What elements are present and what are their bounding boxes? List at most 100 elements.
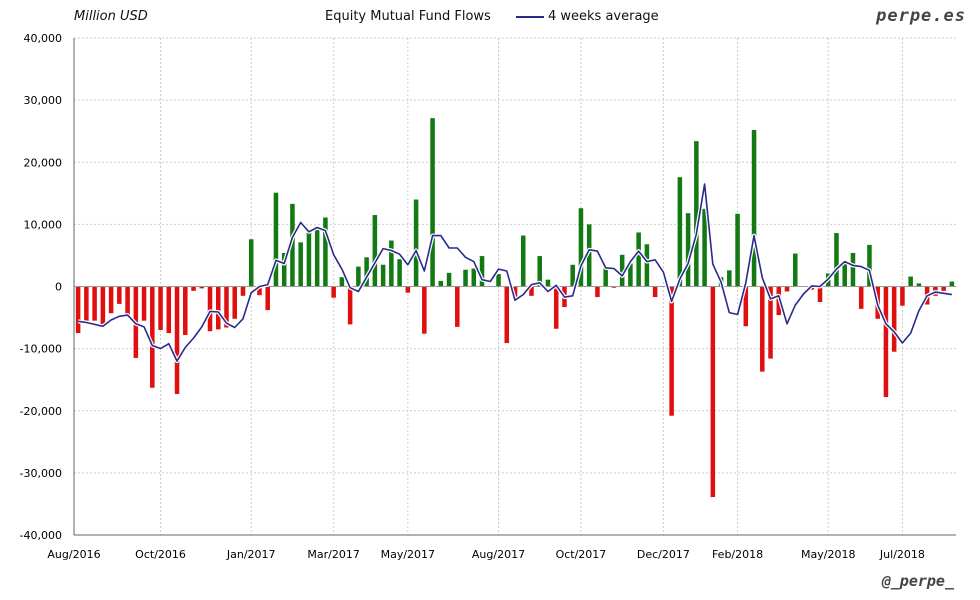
flow-bar — [248, 239, 254, 287]
flow-bar — [240, 286, 246, 296]
y-tick-label: -30,000 — [20, 467, 62, 480]
flow-bar — [710, 286, 716, 498]
legend-label: 4 weeks average — [548, 9, 659, 24]
flow-bar — [298, 242, 303, 287]
flow-bar — [553, 286, 559, 329]
brand-watermark: perpe.es — [876, 6, 966, 26]
flow-bar — [570, 264, 575, 287]
flow-bar — [339, 277, 345, 287]
x-tick-label: Aug/2016 — [47, 548, 100, 561]
chart-title: Equity Mutual Fund Flows — [325, 9, 491, 24]
flow-bar — [611, 286, 617, 288]
x-tick-label: Mar/2017 — [307, 548, 359, 561]
flow-bar — [834, 233, 839, 287]
flow-bar — [512, 286, 518, 298]
flow-bar — [471, 268, 477, 287]
flow-bar — [760, 286, 765, 372]
flow-bar — [331, 286, 336, 298]
flow-bar — [702, 208, 707, 287]
flow-bar — [677, 177, 683, 287]
legend: 4 weeks average — [516, 9, 659, 24]
flow-bar — [224, 286, 229, 328]
flow-bar — [743, 286, 749, 327]
flow-bar — [652, 286, 658, 298]
flow-bar — [158, 286, 163, 330]
flow-bar — [883, 286, 889, 398]
flow-bar — [504, 286, 510, 344]
flow-bar — [529, 286, 534, 296]
y-tick-label: 0 — [55, 281, 62, 294]
flow-bar — [380, 264, 386, 287]
flow-bar — [669, 286, 674, 416]
social-handle: @_perpe_ — [881, 572, 954, 590]
x-tick-label: May/2018 — [801, 548, 855, 561]
flow-bar — [265, 286, 270, 311]
x-tick-label: Feb/2018 — [712, 548, 763, 561]
legend-line-swatch — [516, 15, 544, 18]
x-tick-label: Aug/2017 — [472, 548, 525, 561]
flow-bar — [792, 253, 798, 287]
flow-bar — [92, 286, 97, 321]
flow-bar — [603, 268, 608, 287]
flow-bar — [545, 279, 551, 287]
y-tick-label: 20,000 — [24, 156, 63, 169]
flow-bar — [578, 208, 584, 287]
flow-bar — [389, 240, 394, 287]
y-tick-label: 30,000 — [24, 94, 63, 107]
flow-bar — [273, 192, 279, 287]
y-tick-label: -20,000 — [20, 405, 62, 418]
flow-bar — [916, 283, 922, 287]
flow-bar — [858, 286, 864, 309]
x-tick-label: Dec/2017 — [637, 548, 690, 561]
flow-bar — [84, 286, 89, 324]
flow-bar — [496, 274, 501, 287]
flow-bar — [685, 213, 691, 287]
flow-bar — [941, 286, 946, 291]
flow-bar — [850, 252, 856, 287]
flow-bar — [537, 256, 542, 287]
x-tick-label: Oct/2017 — [556, 548, 607, 561]
flow-bar — [413, 199, 419, 287]
flow-bar — [908, 276, 913, 287]
flow-bar — [446, 272, 452, 287]
y-unit-label: Million USD — [74, 9, 148, 24]
x-tick-label: Oct/2016 — [135, 548, 186, 561]
flow-bar — [586, 224, 592, 287]
flow-bar — [784, 286, 790, 292]
flow-bar — [323, 217, 328, 287]
flow-bar — [108, 286, 114, 314]
flow-bar — [199, 286, 205, 289]
x-tick-label: Jan/2017 — [226, 548, 276, 561]
flow-bar — [207, 286, 213, 332]
x-tick-label: May/2017 — [381, 548, 435, 561]
flow-bar — [768, 286, 773, 359]
flow-bar — [150, 286, 155, 388]
flow-bar — [125, 286, 130, 317]
flow-bar — [306, 229, 312, 287]
flow-bar — [817, 286, 823, 303]
flow-bar — [117, 286, 122, 304]
flow-bar — [644, 244, 650, 287]
flow-bar — [141, 286, 147, 321]
flow-bar — [751, 129, 757, 287]
flow-bar — [281, 252, 287, 287]
average-line-halo — [77, 182, 953, 364]
average-line — [77, 183, 953, 362]
flow-bar — [290, 203, 295, 287]
flow-bar — [75, 286, 81, 334]
flow-bar — [735, 213, 740, 287]
flow-bar — [463, 269, 468, 287]
flow-bar — [430, 118, 435, 287]
flow-bar — [372, 215, 378, 287]
x-tick-label: Jul/2018 — [879, 548, 925, 561]
flow-bar — [422, 286, 427, 334]
flow-bar — [628, 263, 633, 287]
flow-bar — [174, 286, 180, 394]
flow-bar — [694, 141, 699, 287]
flow-bar — [949, 281, 955, 287]
y-tick-label: -40,000 — [20, 529, 62, 542]
flow-bar — [636, 232, 641, 287]
flow-bar — [900, 286, 905, 306]
y-tick-label: 40,000 — [24, 32, 63, 45]
